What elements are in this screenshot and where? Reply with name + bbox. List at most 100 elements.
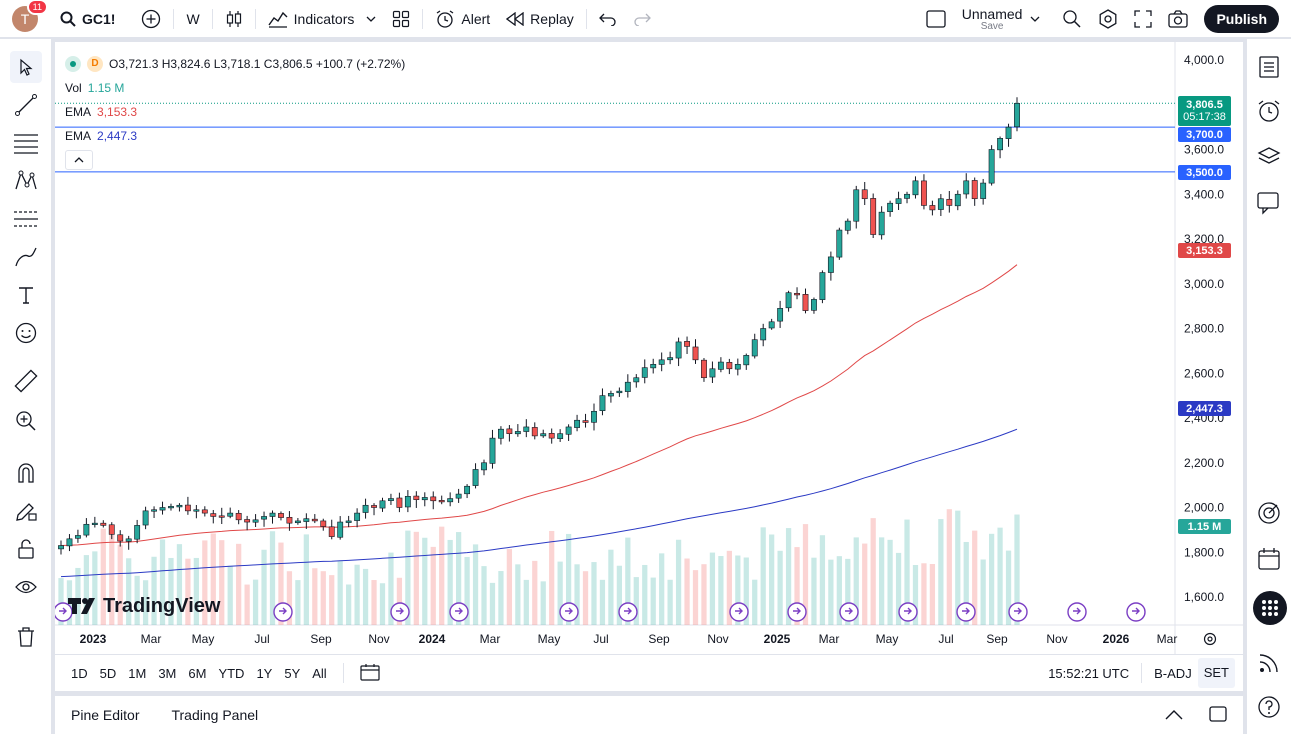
alerts-button[interactable]: [1253, 95, 1285, 127]
candle-down: [506, 428, 513, 434]
event-marker[interactable]: [956, 602, 976, 622]
magnet-tool[interactable]: [10, 457, 42, 489]
undo-button[interactable]: [591, 0, 625, 38]
redo-button[interactable]: [625, 0, 659, 38]
chevron-down-icon[interactable]: [1030, 16, 1040, 22]
trading-panel-tab[interactable]: Trading Panel: [171, 707, 259, 723]
remove-drawings-tool[interactable]: [10, 621, 42, 653]
adjustment-toggle[interactable]: B-ADJ: [1154, 665, 1192, 681]
products-button[interactable]: [1253, 591, 1287, 625]
event-marker[interactable]: [53, 602, 73, 622]
event-marker[interactable]: [1126, 602, 1146, 622]
range-button[interactable]: All: [312, 665, 327, 681]
cursor-tool[interactable]: [10, 51, 42, 83]
user-avatar[interactable]: T 11: [12, 0, 48, 32]
pine-editor-tab[interactable]: Pine Editor: [71, 707, 140, 723]
chart-pane[interactable]: 4,000.03,800.03,600.03,400.03,200.03,000…: [53, 42, 1243, 654]
expand-panel-button[interactable]: [1159, 708, 1189, 723]
range-button[interactable]: YTD: [218, 665, 245, 681]
range-button[interactable]: 1M: [128, 665, 147, 681]
alert-button[interactable]: Alert: [427, 0, 498, 38]
chart-type-button[interactable]: [217, 0, 251, 38]
watchlist-button[interactable]: [1253, 51, 1285, 83]
range-button[interactable]: 6M: [188, 665, 207, 681]
candle-up: [514, 431, 521, 435]
ema-slow-legend-row[interactable]: EMA 2,447.3: [65, 124, 405, 148]
chevron-up-icon: [74, 157, 84, 163]
candle-up: [827, 256, 834, 273]
maximize-panel-button[interactable]: [1203, 705, 1233, 725]
replay-button[interactable]: Replay: [498, 0, 582, 38]
divider: [1141, 663, 1143, 683]
event-marker[interactable]: [559, 602, 579, 622]
pattern-tool[interactable]: [10, 165, 42, 197]
timezone-clock[interactable]: 15:52:21 UTC: [1048, 665, 1130, 681]
list-icon: [1259, 56, 1279, 78]
candle-down: [971, 180, 978, 200]
publish-button[interactable]: Publish: [1204, 4, 1279, 33]
range-buttons: 1D 5D 1M 3M 6M YTD 1Y 5Y All: [65, 666, 333, 681]
object-tree-button[interactable]: [1253, 141, 1285, 173]
event-marker[interactable]: [1008, 602, 1028, 622]
ema-fast-legend-row[interactable]: EMA 3,153.3: [65, 100, 405, 124]
candle-down: [328, 526, 335, 537]
compare-symbol-button[interactable]: [133, 0, 169, 38]
range-button[interactable]: 3M: [158, 665, 177, 681]
event-marker[interactable]: [898, 602, 918, 622]
fullscreen-button[interactable]: [1126, 0, 1160, 38]
event-marker[interactable]: [273, 602, 293, 622]
volume-bar: [802, 524, 809, 625]
fib-tool[interactable]: [10, 127, 42, 159]
ohlc-row[interactable]: D O3,721.3 H3,824.6 L3,718.1 C3,806.5 +1…: [65, 52, 405, 76]
event-marker[interactable]: [618, 602, 638, 622]
collapse-legend-button[interactable]: [65, 150, 93, 170]
grid-layout-icon: [393, 10, 410, 27]
measure-tool[interactable]: [10, 365, 42, 397]
date-range-button[interactable]: [354, 663, 386, 684]
hide-drawings-tool[interactable]: [10, 571, 42, 603]
arrow-right-icon: [845, 607, 853, 615]
range-button[interactable]: 1D: [71, 665, 88, 681]
symbol-search-button[interactable]: GC1!: [52, 0, 123, 38]
interval-button[interactable]: W: [178, 0, 207, 38]
templates-button[interactable]: [384, 0, 418, 38]
stay-drawing-tool[interactable]: [10, 495, 42, 527]
ema-slow-tag: 2,447.3: [1178, 401, 1231, 416]
streams-button[interactable]: [1253, 647, 1285, 679]
ema-fast-line: [60, 264, 1018, 546]
event-marker[interactable]: [839, 602, 859, 622]
emoji-tool[interactable]: [10, 317, 42, 349]
help-button[interactable]: [1253, 691, 1285, 723]
event-marker[interactable]: [729, 602, 749, 622]
event-marker[interactable]: [1067, 602, 1087, 622]
ideas-button[interactable]: [1253, 497, 1285, 529]
event-marker[interactable]: [449, 602, 469, 622]
text-tool[interactable]: [10, 279, 42, 311]
chats-button[interactable]: [1253, 187, 1285, 219]
indicators-button[interactable]: Indicators: [260, 0, 385, 38]
event-marker[interactable]: [787, 602, 807, 622]
range-button[interactable]: 1Y: [256, 665, 273, 681]
time-tick-label: Jul: [254, 632, 269, 646]
trend-line-tool[interactable]: [10, 89, 42, 121]
range-button[interactable]: 5Y: [284, 665, 301, 681]
plus-circle-icon: [142, 9, 161, 28]
calendar-button[interactable]: [1253, 543, 1285, 575]
range-button[interactable]: 5D: [99, 665, 117, 681]
layout-name-button[interactable]: Unnamed Save: [954, 0, 1031, 38]
zoom-tool[interactable]: [10, 405, 42, 437]
volume-legend-row[interactable]: Vol 1.15 M: [65, 76, 405, 100]
settings-gear-axis[interactable]: [1203, 632, 1217, 646]
settings-button[interactable]: [1090, 0, 1126, 38]
lock-drawings-tool[interactable]: [10, 533, 42, 565]
session-toggle[interactable]: SET: [1197, 658, 1235, 688]
time-axis[interactable]: 2023 Mar May Jul Sep Nov 2024 Mar May Jul Sep Nov 20…: [80, 632, 1178, 646]
screenshot-button[interactable]: [1160, 0, 1196, 38]
layout-checkbox[interactable]: [918, 0, 954, 38]
forecast-tool[interactable]: [10, 203, 42, 235]
brush-tool[interactable]: [10, 241, 42, 273]
event-marker[interactable]: [390, 602, 410, 622]
candle-up: [193, 509, 200, 512]
quick-search-button[interactable]: [1054, 0, 1090, 38]
candle-down: [184, 504, 191, 512]
